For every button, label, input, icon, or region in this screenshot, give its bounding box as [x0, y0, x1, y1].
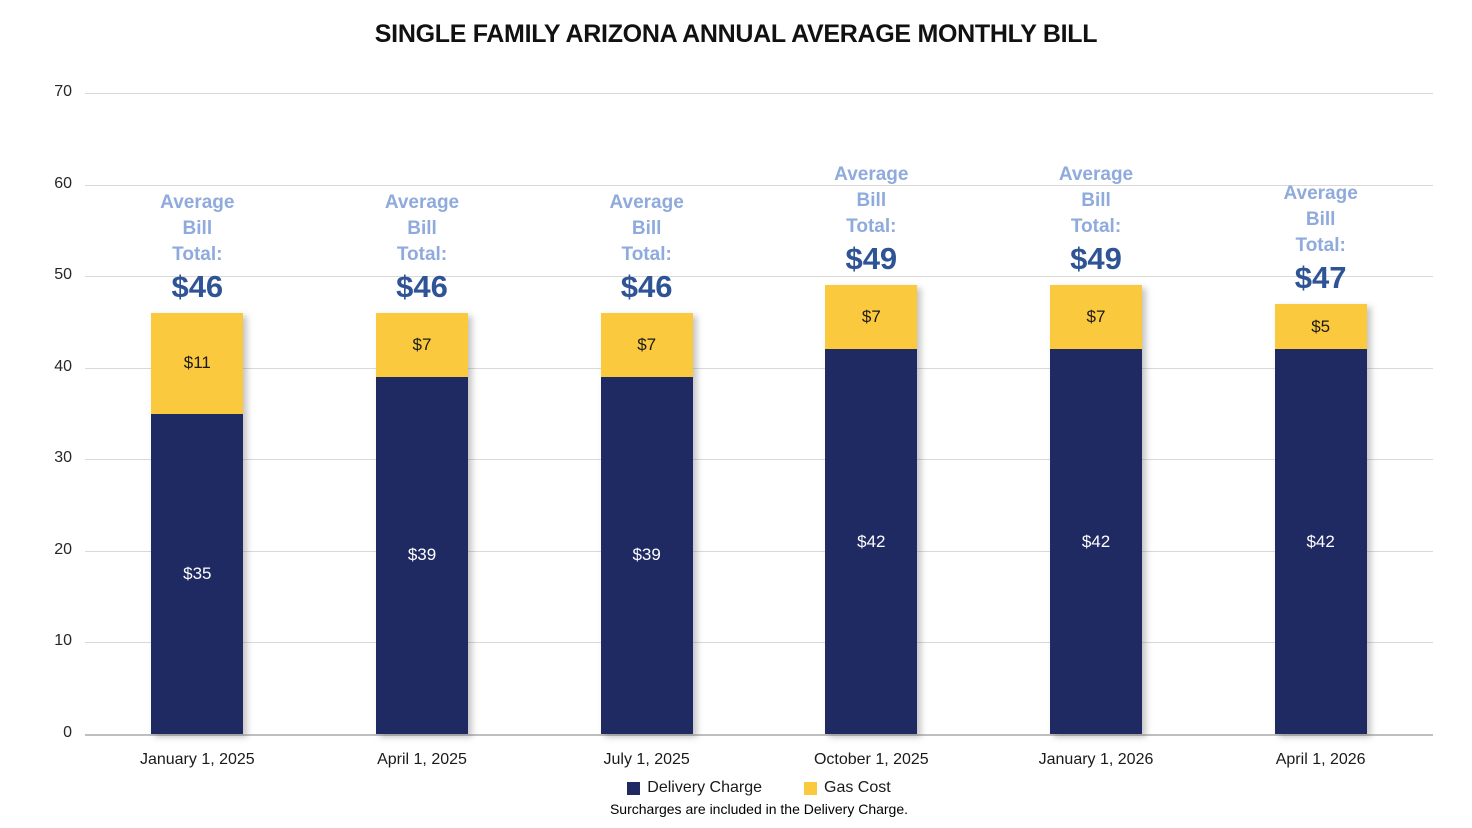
stacked-bar: $7 $39	[600, 312, 693, 734]
legend-item-gas-cost: Gas Cost	[804, 779, 891, 797]
gridline	[85, 367, 1433, 369]
stacked-bar: $7 $39	[376, 312, 468, 734]
annotation-line: Total:	[846, 216, 897, 238]
gas-cost-value-label: $5	[1311, 316, 1331, 336]
delivery-charge-value-label: $42	[857, 531, 886, 551]
chart-title: SINGLE FAMILY ARIZONA ANNUAL AVERAGE MON…	[374, 20, 1098, 48]
gas-cost-value-label: $7	[637, 334, 657, 354]
annotation-line: Total:	[1070, 216, 1122, 238]
y-axis-tick-label: 30	[54, 449, 72, 467]
annotation-total-value: $49	[1070, 241, 1122, 277]
delivery-charge-value-label: $42	[1081, 531, 1111, 551]
x-axis-category-label: January 1, 2025	[139, 751, 255, 768]
gas-cost-value-label: $11	[183, 353, 211, 373]
delivery-charge-segment: $42	[1274, 349, 1367, 734]
x-axis-category-label: July 1, 2025	[603, 751, 690, 768]
stacked-bar: $11 $35	[151, 312, 244, 734]
average-bill-total-annotation: Average Bill Total: $49	[1001, 162, 1191, 277]
annotation-line: Average	[160, 191, 235, 213]
delivery-charge-segment: $39	[376, 376, 468, 734]
gridline	[85, 93, 1433, 94]
gridline	[85, 276, 1433, 278]
annotation-line: Average	[609, 191, 684, 213]
annotation-line: Total:	[621, 243, 672, 265]
annotation-line: Bill	[856, 190, 887, 212]
gas-cost-segment: $7	[1050, 285, 1142, 350]
annotation-line: Average	[1058, 164, 1134, 186]
gas-cost-segment: $7	[825, 285, 918, 350]
delivery-charge-value-label: $42	[1306, 531, 1335, 551]
gas-cost-value-label: $7	[861, 307, 881, 327]
legend-label-delivery-charge: Delivery Charge	[647, 779, 763, 796]
gridline	[85, 550, 1433, 552]
x-axis-category-label: April 1, 2026	[1275, 751, 1366, 768]
legend-item-delivery-charge: Delivery Charge	[627, 779, 762, 797]
average-bill-total-annotation: Average Bill Total: $46	[102, 190, 292, 305]
gridline	[85, 184, 1433, 186]
x-axis-category-label: October 1, 2025	[813, 751, 929, 768]
y-axis-tick-label: 70	[54, 83, 72, 100]
average-bill-total-annotation: Average Bill Total: $47	[1226, 181, 1416, 296]
delivery-charge-value-label: $39	[632, 545, 661, 565]
gas-cost-segment: $5	[1274, 303, 1367, 350]
delivery-charge-value-label: $39	[407, 545, 437, 565]
annotation-total-value: $49	[845, 241, 898, 277]
delivery-charge-segment: $35	[151, 413, 244, 734]
stacked-bar: $7 $42	[1050, 285, 1142, 734]
annotation-line: Bill	[407, 217, 437, 239]
delivery-charge-segment: $42	[1050, 349, 1142, 734]
y-axis-tick-label: 50	[54, 266, 72, 284]
y-axis-tick-label: 60	[54, 174, 72, 192]
annotation-line: Bill	[631, 217, 662, 239]
delivery-charge-swatch-icon	[627, 781, 641, 795]
annotation-line: Total:	[172, 243, 223, 265]
gas-cost-value-label: $7	[1086, 307, 1106, 327]
stacked-bar: $5 $42	[1274, 303, 1367, 734]
gridline	[85, 734, 1433, 736]
annotation-line: Total:	[1295, 234, 1346, 256]
delivery-charge-segment: $42	[825, 349, 918, 734]
gridline	[85, 459, 1433, 461]
annotation-line: Average	[834, 164, 909, 186]
y-axis-tick-label: 10	[54, 632, 72, 650]
annotation-line: Average	[1283, 182, 1358, 204]
annotation-total-value: $47	[1294, 259, 1347, 295]
annotation-line: Bill	[182, 217, 213, 239]
annotation-line: Bill	[1081, 190, 1111, 212]
gas-cost-segment: $7	[376, 312, 468, 377]
annotation-line: Bill	[1305, 208, 1336, 230]
gas-cost-segment: $11	[151, 312, 244, 414]
annotation-line: Average	[384, 191, 460, 213]
average-bill-total-annotation: Average Bill Total: $46	[552, 190, 742, 305]
annotation-total-value: $46	[396, 268, 448, 304]
y-axis-tick-label: 0	[63, 724, 72, 741]
delivery-charge-value-label: $35	[183, 563, 212, 583]
average-bill-total-annotation: Average Bill Total: $46	[327, 190, 517, 305]
average-bill-total-annotation: Average Bill Total: $49	[776, 162, 966, 277]
legend: Delivery Charge Gas Cost	[85, 779, 1433, 797]
annotation-line: Total:	[396, 243, 448, 265]
x-axis-category-label: April 1, 2025	[377, 751, 467, 768]
annotation-total-value: $46	[171, 268, 224, 304]
annotation-total-value: $46	[620, 268, 673, 304]
delivery-charge-segment: $39	[600, 376, 693, 734]
y-axis-tick-label: 40	[54, 357, 72, 375]
gas-cost-value-label: $7	[412, 334, 432, 354]
y-axis-tick-label: 20	[54, 540, 72, 558]
gridline	[85, 642, 1433, 644]
gas-cost-segment: $7	[600, 312, 693, 377]
legend-label-gas-cost: Gas Cost	[824, 779, 891, 796]
stacked-bar: $7 $42	[825, 285, 918, 734]
gas-cost-swatch-icon	[804, 781, 818, 795]
footnote: Surcharges are included in the Delivery …	[609, 801, 909, 817]
x-axis-category-label: January 1, 2026	[1038, 751, 1154, 768]
